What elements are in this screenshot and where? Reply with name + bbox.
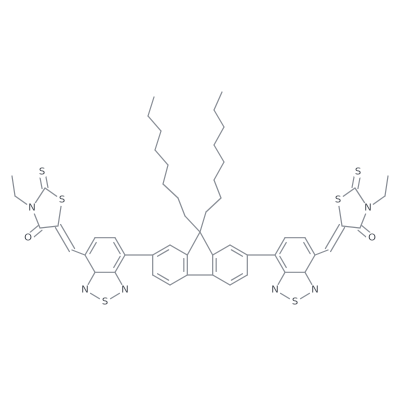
label-bg bbox=[269, 284, 281, 296]
label-bg bbox=[26, 202, 38, 214]
atom-label: O bbox=[368, 233, 376, 244]
label-bg bbox=[99, 296, 111, 308]
bond bbox=[162, 164, 169, 185]
label-bg bbox=[352, 166, 364, 178]
bond bbox=[213, 161, 225, 181]
atom-label: N bbox=[28, 203, 35, 214]
atom-label: N bbox=[81, 285, 88, 296]
label-bg bbox=[22, 232, 34, 244]
bond bbox=[84, 254, 96, 273]
bond bbox=[184, 215, 201, 233]
bond bbox=[71, 249, 86, 256]
label-bg bbox=[289, 296, 301, 308]
atom-label: N bbox=[271, 285, 278, 296]
label-bg bbox=[362, 202, 374, 214]
label-bg bbox=[332, 194, 344, 206]
atom-label: S bbox=[102, 297, 108, 308]
bond bbox=[324, 223, 341, 250]
bond bbox=[154, 149, 169, 166]
label-bg bbox=[36, 166, 48, 178]
bond bbox=[147, 96, 155, 117]
bond bbox=[213, 109, 225, 128]
bond bbox=[39, 225, 59, 229]
label-bg bbox=[56, 194, 68, 206]
bond bbox=[230, 249, 244, 257]
label-bg bbox=[79, 284, 91, 296]
bond bbox=[213, 126, 225, 146]
bond bbox=[329, 226, 346, 253]
bond bbox=[341, 225, 361, 229]
atom-labels: S S N O N S N N S N S S N O bbox=[22, 166, 378, 308]
bond bbox=[113, 241, 121, 255]
bond bbox=[152, 244, 171, 256]
bond bbox=[156, 249, 170, 257]
bond bbox=[199, 211, 207, 233]
bond bbox=[169, 244, 188, 256]
atom-label: S bbox=[292, 297, 298, 308]
bond bbox=[154, 130, 162, 151]
bond bbox=[54, 226, 71, 253]
bond bbox=[162, 183, 179, 199]
bond bbox=[199, 231, 214, 256]
bond bbox=[274, 254, 286, 273]
bond bbox=[114, 237, 126, 256]
atom-label: O bbox=[24, 233, 32, 244]
bond bbox=[147, 115, 162, 132]
atom-label: S bbox=[39, 167, 45, 178]
atom-label: N bbox=[121, 285, 128, 296]
bond bbox=[304, 254, 316, 273]
atom-label: S bbox=[59, 195, 65, 206]
bond bbox=[59, 223, 76, 250]
bond bbox=[205, 197, 222, 213]
bond bbox=[84, 237, 96, 256]
bond bbox=[213, 144, 225, 163]
bond bbox=[212, 274, 231, 286]
bond bbox=[279, 255, 287, 269]
bond bbox=[89, 241, 97, 255]
bond bbox=[213, 91, 223, 111]
label-bg bbox=[119, 284, 131, 296]
bond bbox=[229, 274, 248, 286]
bond bbox=[114, 254, 126, 273]
bond bbox=[152, 274, 171, 286]
atom-label: S bbox=[335, 195, 341, 206]
atom-label: S bbox=[355, 167, 361, 178]
bond bbox=[230, 273, 244, 281]
bond bbox=[212, 244, 231, 256]
atom-label: N bbox=[311, 285, 318, 296]
bond bbox=[113, 255, 121, 269]
bond bbox=[274, 237, 286, 256]
label-bg bbox=[366, 232, 378, 244]
bond bbox=[156, 273, 170, 281]
bond bbox=[304, 237, 316, 256]
bond bbox=[169, 274, 188, 286]
bonds bbox=[11, 91, 389, 303]
label-bg bbox=[309, 284, 321, 296]
bond bbox=[11, 175, 16, 197]
bond bbox=[229, 244, 248, 256]
bond bbox=[279, 241, 287, 255]
bond bbox=[384, 175, 389, 197]
bond bbox=[314, 249, 329, 256]
atom-label: N bbox=[364, 203, 371, 214]
bond bbox=[186, 231, 201, 256]
bond bbox=[177, 197, 186, 217]
bond bbox=[303, 241, 311, 255]
bond bbox=[213, 179, 222, 199]
